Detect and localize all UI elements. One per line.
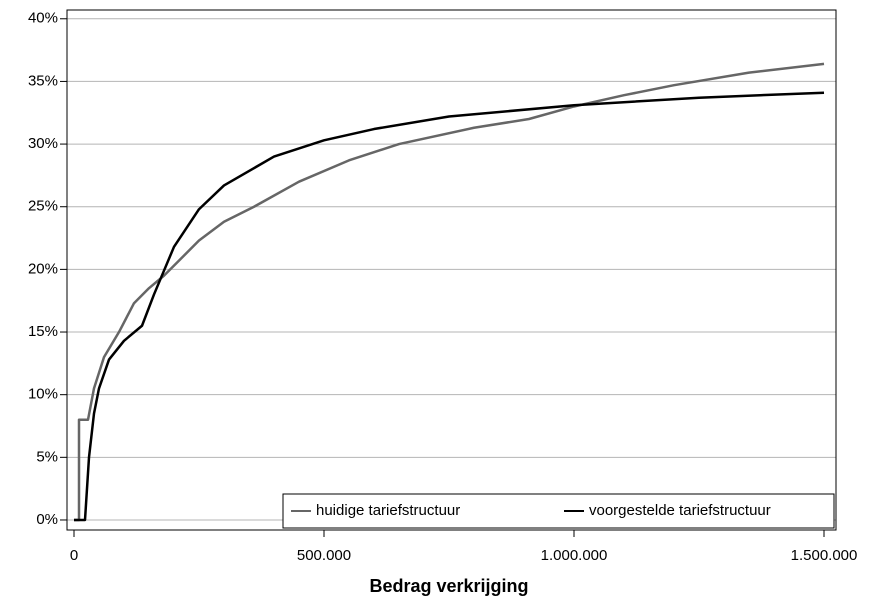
series-line [74,62,825,522]
series-line [74,91,825,522]
legend-box [282,493,835,529]
legend-label: voorgestelde tariefstructuur [589,502,771,519]
legend-label: huidige tariefstructuur [316,502,460,519]
y-tick-label: 40% [28,10,58,27]
y-tick-label: 0% [36,511,58,528]
x-tick-label: 1.000.000 [541,547,608,564]
y-tick-label: 25% [28,198,58,215]
x-tick-label: 0 [70,547,78,564]
y-tick-label: 20% [28,260,58,277]
plot-frame [66,9,837,531]
y-tick-label: 10% [28,386,58,403]
x-tick-label: 500.000 [297,547,351,564]
y-tick-label: 5% [36,448,58,465]
y-tick-label: 30% [28,135,58,152]
x-axis-label: Bedrag verkrijging [369,576,528,596]
x-tick-label: 1.500.000 [791,547,858,564]
y-tick-label: 35% [28,72,58,89]
y-tick-label: 15% [28,323,58,340]
